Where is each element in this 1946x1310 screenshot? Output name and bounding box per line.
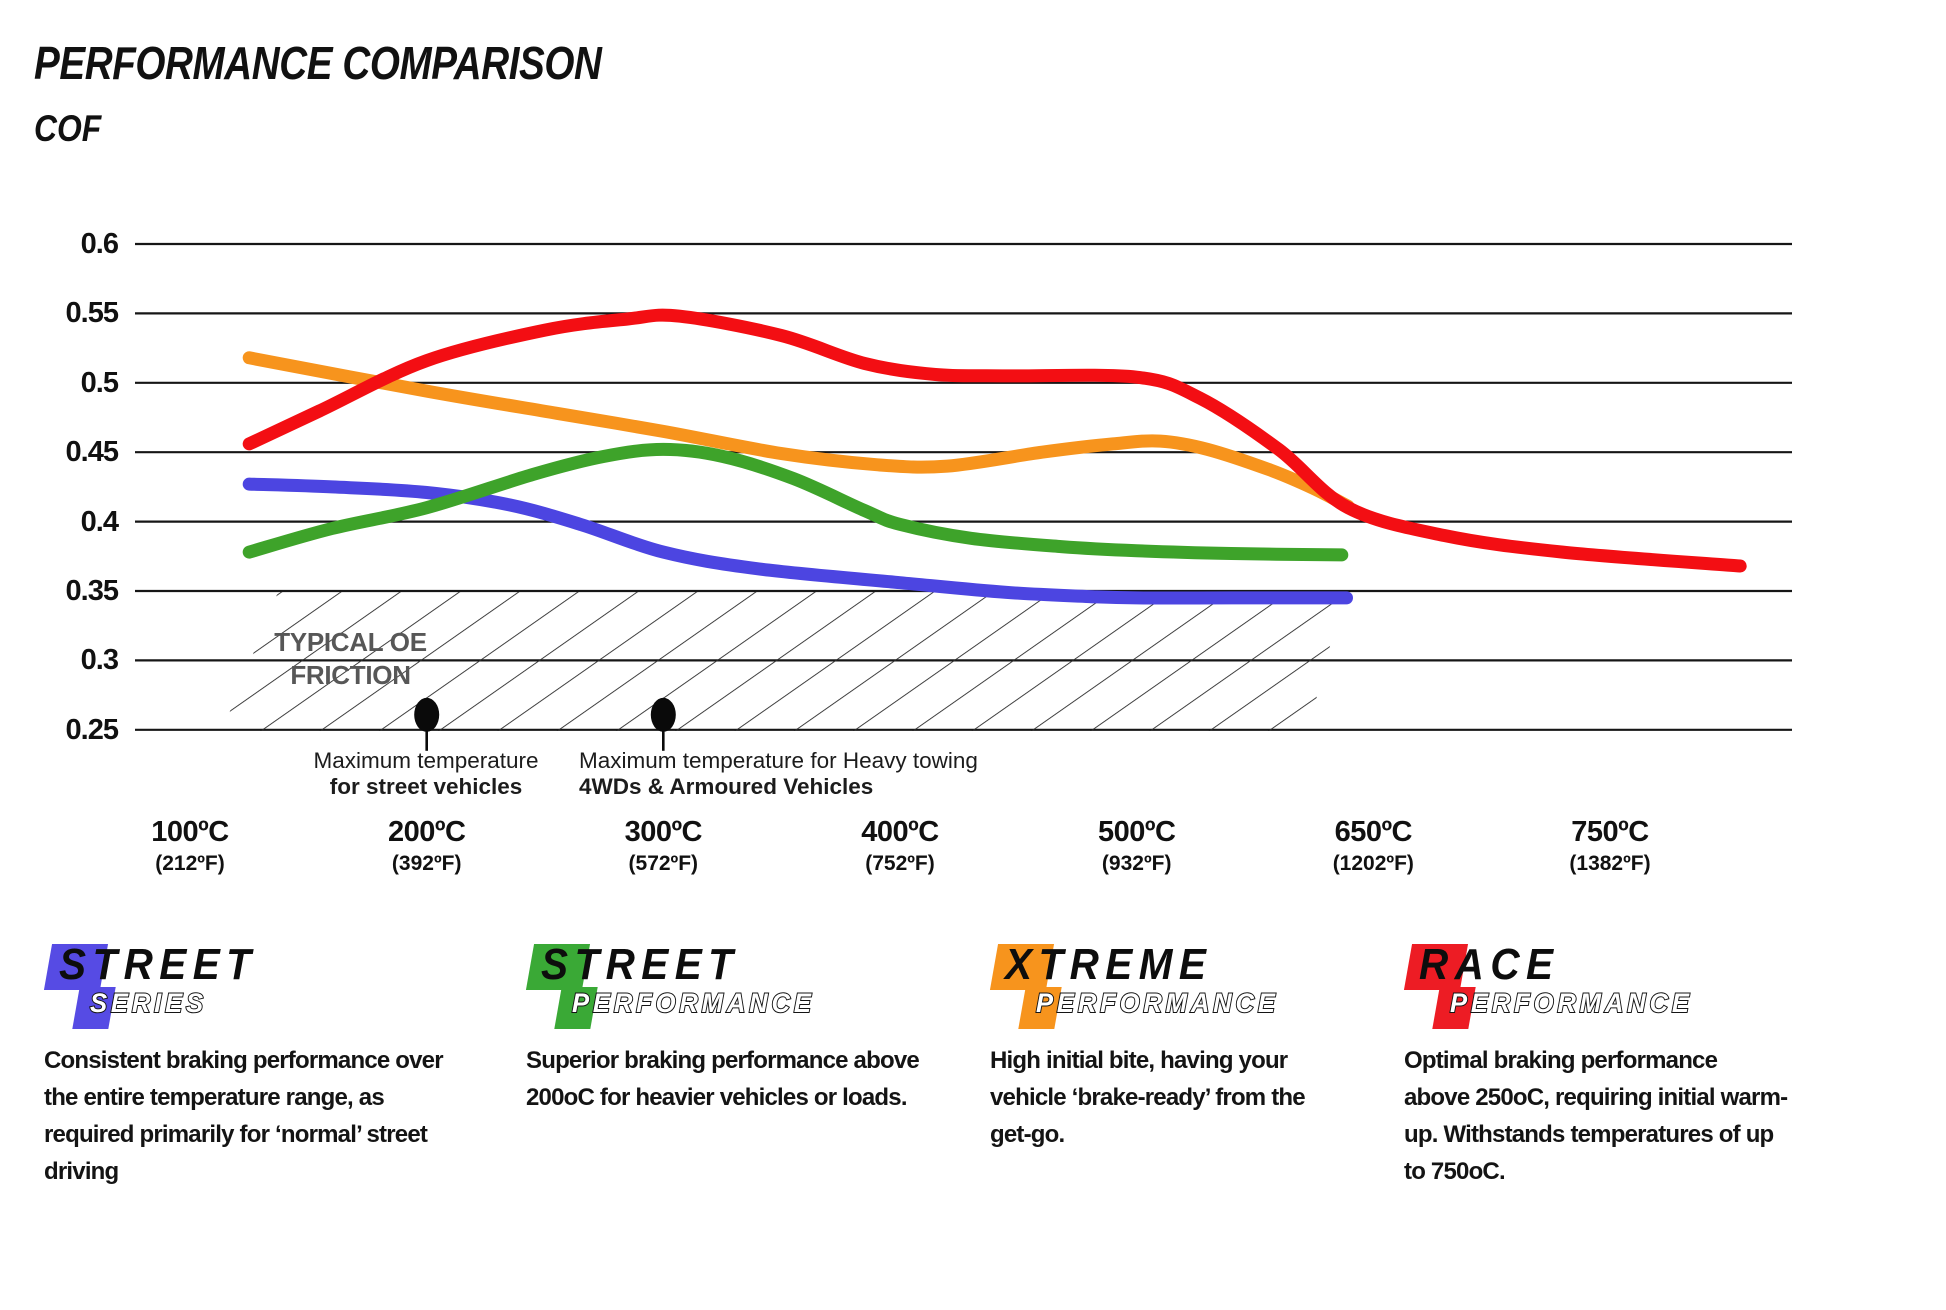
x-tick-label: 300ºC (572ºF): [573, 816, 753, 876]
legend-xtreme-performance: XTREME PERFORMANCE High initial bite, ha…: [989, 940, 1460, 1148]
y-tick-label: 0.3: [80, 644, 119, 677]
legend-description: High initial bite, having your vehicle ‘…: [990, 1047, 1306, 1148]
y-tick-label: 0.25: [65, 713, 119, 746]
x-tick-celsius: 200ºC: [387, 816, 466, 848]
x-tick-fahrenheit: (932ºF): [1101, 852, 1172, 875]
x-tick-label: 650ºC (1202ºF): [1283, 816, 1463, 876]
xtreme-performance-logo: XTREME PERFORMANCE: [989, 940, 1460, 1040]
street-series-logo: STREET SERIES: [43, 940, 514, 1040]
typical-oe-friction-label: TYPICAL OE FRICTION: [258, 626, 443, 692]
logo-word2: PERFORMANCE: [1035, 987, 1279, 1019]
x-tick-fahrenheit: (392ºF): [391, 852, 462, 875]
annotation-line2: 4WDs & Armoured Vehicles: [579, 774, 874, 799]
logo-word1: RACE: [1419, 940, 1560, 989]
series-line-xtreme-performance: [242, 351, 1355, 513]
logo-word2: SERIES: [89, 987, 207, 1019]
series-line-race-performance: [242, 308, 1747, 573]
annotation-line2: for street vehicles: [329, 774, 523, 799]
legend-street-series: STREET SERIES Consistent braking perform…: [43, 940, 514, 1185]
y-tick-label: 0.35: [65, 575, 119, 607]
logo-word1: STREET: [541, 940, 740, 989]
x-tick-fahrenheit: (1382ºF): [1569, 852, 1651, 875]
legend-description: Consistent braking performance over the …: [44, 1047, 444, 1185]
oe-label-line1: TYPICAL OE: [274, 627, 427, 657]
x-tick-label: 100ºC (212ºF): [100, 816, 280, 876]
logo-word1: XTREME: [1005, 940, 1213, 989]
x-tick-celsius: 750ºC: [1571, 816, 1649, 848]
x-tick-celsius: 500ºC: [1097, 816, 1176, 848]
series-line-street-series: [242, 477, 1353, 605]
annotation-line1: Maximum temperature: [313, 748, 539, 773]
x-tick-label: 200ºC (392ºF): [337, 816, 517, 876]
page-title: PERFORMANCE COMPARISON: [34, 37, 602, 89]
x-tick-celsius: 650ºC: [1334, 816, 1413, 848]
street-performance-logo: STREET PERFORMANCE: [525, 940, 996, 1040]
series-line-street-performance: [242, 442, 1349, 562]
x-tick-celsius: 100ºC: [151, 816, 229, 848]
y-tick-label: 0.4: [80, 505, 119, 538]
y-tick-label: 0.6: [80, 228, 119, 260]
legend-race-performance: RACE PERFORMANCE Optimal braking perform…: [1403, 940, 1874, 1185]
x-tick-celsius: 400ºC: [861, 816, 939, 848]
max-temperature-marker-icon: [414, 697, 440, 732]
annotation-line1: Maximum temperature for Heavy towing: [579, 748, 978, 773]
marker-stem: [425, 729, 428, 751]
typical-oe-friction-band: [222, 592, 1344, 731]
logo-word2: PERFORMANCE: [571, 987, 815, 1019]
y-tick-label: 0.55: [65, 297, 119, 330]
x-tick-label: 500ºC (932ºF): [1047, 816, 1227, 876]
x-tick-label: 750ºC (1382ºF): [1520, 816, 1700, 876]
x-tick-celsius: 300ºC: [624, 816, 703, 848]
y-tick-label: 0.5: [80, 366, 119, 399]
x-tick-fahrenheit: (752ºF): [865, 852, 935, 875]
marker-stem: [662, 729, 665, 751]
legend-description: Optimal braking performance above 250oC,…: [1404, 1047, 1788, 1185]
max-temperature-marker-icon: [650, 697, 676, 732]
legend-street-performance: STREET PERFORMANCE Superior braking perf…: [525, 940, 996, 1111]
annotation-heavy-towing: Maximum temperature for Heavy towing 4WD…: [579, 748, 1099, 800]
logo-word1: STREET: [59, 940, 258, 989]
race-performance-logo: RACE PERFORMANCE: [1403, 940, 1874, 1040]
legend-description: Superior braking performance above 200oC…: [526, 1047, 920, 1111]
x-tick-fahrenheit: (572ºF): [628, 852, 699, 875]
annotation-street-vehicles: Maximum temperature for street vehicles: [206, 748, 646, 800]
y-axis-title: COF: [34, 108, 102, 149]
x-tick-fahrenheit: (212ºF): [155, 852, 225, 875]
x-tick-label: 400ºC (752ºF): [810, 816, 990, 876]
y-tick-label: 0.45: [65, 436, 119, 469]
oe-label-line2: FRICTION: [290, 660, 411, 690]
x-tick-fahrenheit: (1202ºF): [1332, 852, 1414, 875]
logo-word2: PERFORMANCE: [1449, 987, 1693, 1019]
